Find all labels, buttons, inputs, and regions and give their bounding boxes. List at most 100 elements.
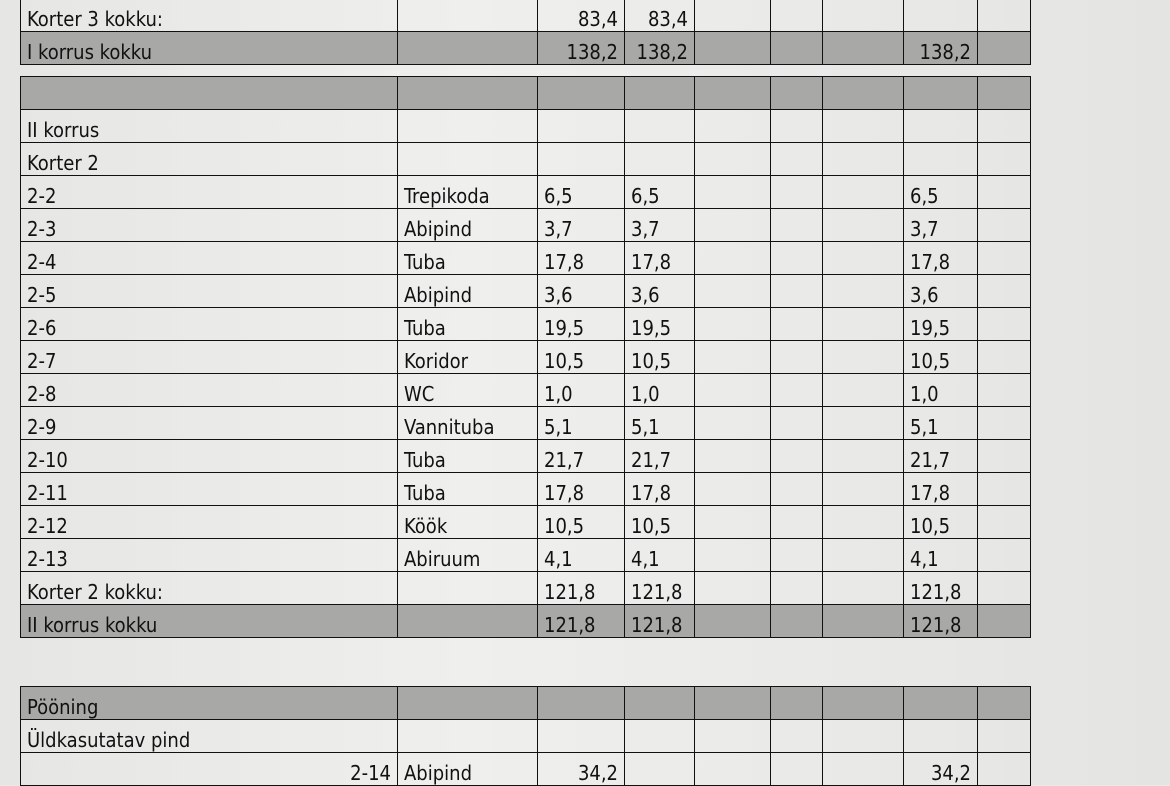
area-value: 1,0 xyxy=(624,373,695,407)
table-row: 2-6 Tuba 19,5 19,5 19,5 xyxy=(20,307,1031,341)
room-name: Vannituba xyxy=(397,406,538,440)
area-value: 10,5 xyxy=(537,505,625,539)
table-row: 2-5 Abipind 3,6 3,6 3,6 xyxy=(20,274,1031,308)
empty-cell xyxy=(822,109,904,143)
total-value: 17,8 xyxy=(903,241,978,275)
empty-cell xyxy=(624,142,695,176)
table-row: 2-13 Abiruum 4,1 4,1 4,1 xyxy=(20,538,1031,572)
empty-cell xyxy=(694,505,771,539)
room-number: 2-10 xyxy=(20,439,398,473)
row-label: Korter 3 kokku: xyxy=(20,0,398,32)
room-number: 2-2 xyxy=(20,175,398,209)
empty-cell xyxy=(694,571,771,605)
total-value: 21,7 xyxy=(903,439,978,473)
room-number: 2-6 xyxy=(20,307,398,341)
area-value: 10,5 xyxy=(624,505,695,539)
empty-cell xyxy=(770,538,823,572)
empty-cell xyxy=(977,109,1031,143)
empty-cell xyxy=(397,109,538,143)
table-row: 2-11 Tuba 17,8 17,8 17,8 xyxy=(20,472,1031,506)
room-name: Tuba xyxy=(397,241,538,275)
empty-cell xyxy=(537,142,625,176)
room-name: Abipind xyxy=(397,752,538,786)
total-value: 10,5 xyxy=(903,505,978,539)
empty-cell xyxy=(770,142,823,176)
area-value: 4,1 xyxy=(624,538,695,572)
area-value: 17,8 xyxy=(537,472,625,506)
table-row: 2-3 Abipind 3,7 3,7 3,7 xyxy=(20,208,1031,242)
area-value: 10,5 xyxy=(624,340,695,374)
empty-cell xyxy=(694,373,771,407)
total-value: 17,8 xyxy=(903,472,978,506)
empty-cell xyxy=(822,505,904,539)
empty-cell xyxy=(770,604,823,638)
room-number: 2-9 xyxy=(20,406,398,440)
empty-cell xyxy=(770,472,823,506)
table-row: 2-4 Tuba 17,8 17,8 17,8 xyxy=(20,241,1031,275)
room-name: Tuba xyxy=(397,439,538,473)
area-value: 6,5 xyxy=(537,175,625,209)
empty-cell xyxy=(537,109,625,143)
section-title: Pööning xyxy=(20,686,398,720)
table-row: 2-12 Köök 10,5 10,5 10,5 xyxy=(20,505,1031,539)
table-row: II korrus kokku 121,8 121,8 121,8 xyxy=(20,604,1031,638)
empty-cell xyxy=(822,373,904,407)
section-title: II korrus xyxy=(20,109,398,143)
empty-cell xyxy=(977,604,1031,638)
area-value: 5,1 xyxy=(537,406,625,440)
empty-cell xyxy=(770,208,823,242)
empty-cell xyxy=(977,208,1031,242)
room-name: Trepikoda xyxy=(397,175,538,209)
empty-cell xyxy=(822,208,904,242)
empty-cell xyxy=(770,571,823,605)
empty-cell xyxy=(977,538,1031,572)
table-row: 2-7 Koridor 10,5 10,5 10,5 xyxy=(20,340,1031,374)
row-label: I korrus kokku xyxy=(20,31,398,65)
table-row: II korrus xyxy=(20,109,1031,143)
table-row: Üldkasutatav pind xyxy=(20,719,1031,753)
empty-cell xyxy=(770,109,823,143)
room-name: Abiruum xyxy=(397,538,538,572)
empty-cell xyxy=(694,142,771,176)
total-value: 138,2 xyxy=(903,31,978,65)
empty-cell xyxy=(770,241,823,275)
room-number: 2-13 xyxy=(20,538,398,572)
empty-cell xyxy=(694,439,771,473)
area-value: 121,8 xyxy=(537,571,625,605)
empty-cell xyxy=(977,406,1031,440)
empty-cell xyxy=(694,604,771,638)
total-value: 19,5 xyxy=(903,307,978,341)
empty-cell xyxy=(770,439,823,473)
empty-cell xyxy=(694,406,771,440)
empty-cell xyxy=(822,538,904,572)
empty-cell xyxy=(822,340,904,374)
empty-cell xyxy=(822,472,904,506)
row-label: II korrus kokku xyxy=(20,604,398,638)
section-subtitle: Üldkasutatav pind xyxy=(20,719,398,753)
room-name: Tuba xyxy=(397,307,538,341)
table-row: Korter 2 xyxy=(20,142,1031,176)
empty-cell xyxy=(822,142,904,176)
table-row: 2-10 Tuba 21,7 21,7 21,7 xyxy=(20,439,1031,473)
empty-cell xyxy=(694,340,771,374)
empty-cell xyxy=(822,175,904,209)
empty-cell xyxy=(977,505,1031,539)
area-value: 121,8 xyxy=(537,604,625,638)
table-row: 2-9 Vannituba 5,1 5,1 5,1 xyxy=(20,406,1031,440)
table-row: Korter 3 kokku: 83,4 83,4 xyxy=(20,0,1031,32)
table-row: I korrus kokku 138,2 138,2 138,2 xyxy=(20,31,1031,65)
room-name: Tuba xyxy=(397,472,538,506)
empty-cell xyxy=(977,175,1031,209)
area-value: 3,6 xyxy=(624,274,695,308)
empty-cell xyxy=(977,274,1031,308)
empty-cell xyxy=(694,109,771,143)
empty-cell xyxy=(822,439,904,473)
empty-cell xyxy=(397,571,538,605)
empty-cell xyxy=(694,274,771,308)
empty-cell xyxy=(624,76,695,110)
empty-cell xyxy=(397,76,538,110)
area-value: 5,1 xyxy=(624,406,695,440)
empty-cell xyxy=(977,307,1031,341)
room-name: Abipind xyxy=(397,274,538,308)
